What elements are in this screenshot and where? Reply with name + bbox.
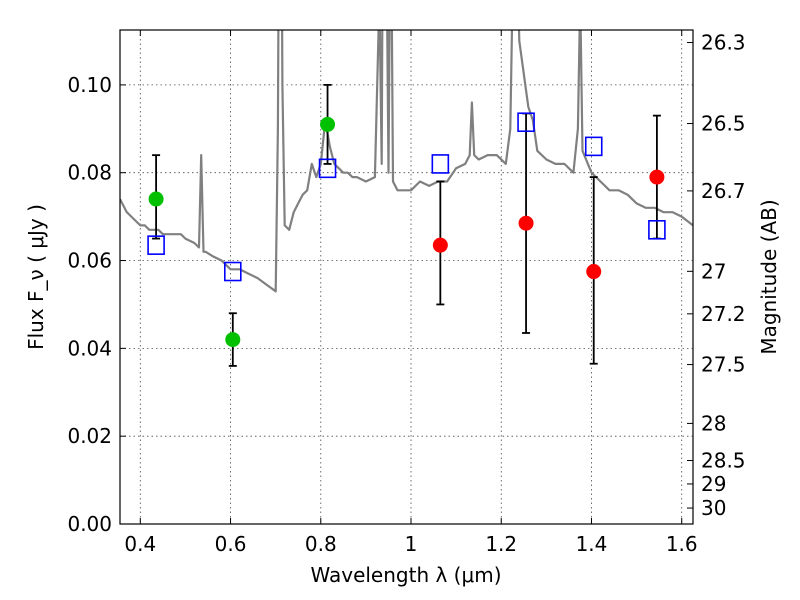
data-point-red — [649, 169, 665, 185]
axis-ticks — [120, 30, 693, 525]
data-markers — [147, 112, 666, 348]
data-point-square — [584, 136, 603, 157]
y2-axis-title: Magnitude (AB) — [757, 199, 781, 354]
y2-tick-label: 26.5 — [701, 112, 746, 136]
data-point-square — [223, 261, 242, 282]
data-point-red — [432, 237, 448, 253]
x-tick-label: 0.4 — [124, 532, 156, 556]
data-point-green — [148, 191, 164, 207]
grid-lines — [120, 30, 693, 525]
data-point-green — [320, 116, 336, 132]
y2-tick-label: 26.3 — [701, 31, 746, 55]
x-tick-label: 1.4 — [576, 532, 608, 556]
y2-tick-label: 29 — [701, 472, 726, 496]
data-point-square — [318, 158, 337, 179]
y2-tick-label: 28.5 — [701, 449, 746, 473]
x-tick-label: 1.2 — [485, 532, 517, 556]
y2-tick-label: 30 — [701, 496, 726, 520]
y-tick-label: 0.04 — [67, 336, 112, 360]
tick-labels: 0.4 0.6 0.8 1 1.2 1.4 1.6 0.00 0.02 0.04 0.06 0.08 0… — [67, 31, 745, 556]
x-tick-label: 1.6 — [666, 532, 698, 556]
y2-tick-label: 27.2 — [701, 302, 746, 326]
x-tick-label: 0.8 — [305, 532, 337, 556]
model-spectrum — [120, 30, 693, 293]
x-tick-label: 0.6 — [215, 532, 247, 556]
y-tick-label: 0.10 — [67, 73, 112, 97]
y2-tick-label: 27 — [701, 259, 726, 283]
data-point-red — [518, 215, 534, 231]
y2-tick-label: 28 — [701, 411, 726, 435]
data-point-square — [517, 112, 535, 133]
model-spectrum-line — [120, 30, 693, 293]
x-axis-title: Wavelength λ (μm) — [310, 563, 501, 587]
y-tick-label: 0.08 — [67, 161, 112, 185]
data-point-red — [586, 264, 602, 280]
y-tick-label: 0.00 — [67, 512, 112, 536]
y-axis-title: Flux F_ν ( μJy ) — [24, 204, 48, 350]
data-point-square — [147, 235, 165, 255]
y2-tick-label: 26.7 — [701, 179, 746, 203]
error-bars — [152, 83, 661, 367]
data-point-green — [225, 332, 241, 348]
data-point-square — [648, 219, 666, 240]
data-point-square — [431, 154, 450, 174]
y-tick-label: 0.06 — [67, 249, 112, 273]
y2-tick-label: 27.5 — [701, 353, 746, 377]
x-tick-label: 1 — [405, 532, 418, 556]
y-tick-label: 0.02 — [67, 424, 112, 448]
plot-frame — [119, 29, 694, 525]
